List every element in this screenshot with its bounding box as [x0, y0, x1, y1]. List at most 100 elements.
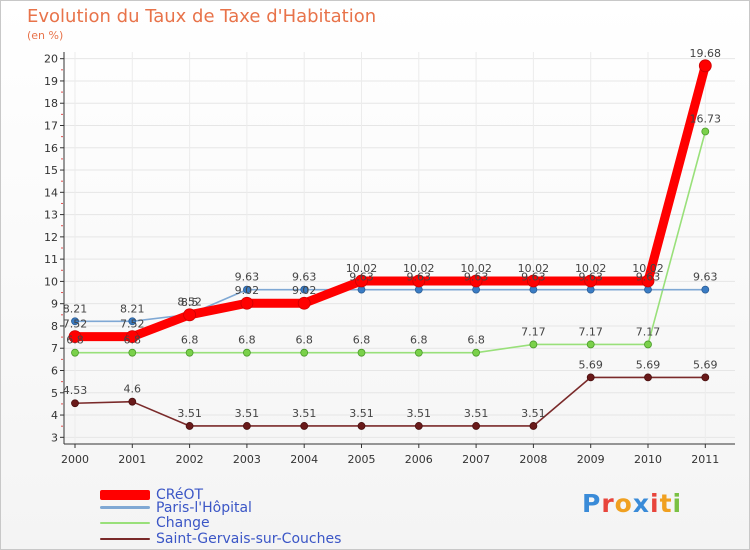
data-label: 3.51: [349, 407, 374, 420]
data-label: 5.69: [578, 358, 603, 371]
data-point: [71, 348, 79, 357]
x-tick-label: 2004: [290, 453, 318, 466]
logo-letter: i: [650, 489, 660, 518]
x-tick-label: 2001: [118, 453, 146, 466]
data-label: 8.21: [120, 302, 145, 315]
data-label: 6.8: [66, 334, 84, 347]
data-point: [586, 340, 595, 349]
data-label: 3.51: [177, 407, 202, 420]
y-tick-label: 8: [51, 320, 58, 333]
data-label: 9.02: [292, 284, 317, 297]
data-point: [357, 348, 366, 357]
data-point: [414, 422, 423, 430]
x-tick-label: 2003: [233, 453, 261, 466]
data-label: 9.63: [349, 271, 374, 284]
legend-item-saint-gervais-sur-couches: Saint-Gervais-sur-Couches: [100, 531, 341, 547]
y-tick-label: 17: [44, 120, 58, 133]
y-tick-label: 10: [44, 275, 58, 288]
y-tick-label: 3: [51, 431, 58, 444]
data-point: [125, 330, 139, 344]
data-point: [701, 127, 710, 136]
data-point: [469, 274, 483, 288]
data-label: 7.52: [120, 318, 145, 331]
data-label: 8.21: [63, 302, 88, 315]
data-point: [584, 274, 598, 288]
logo-letter: x: [632, 489, 650, 518]
x-tick-label: 2011: [691, 453, 719, 466]
x-tick-label: 2010: [634, 453, 662, 466]
y-tick-label: 6: [51, 365, 58, 378]
x-tick-label: 2000: [61, 453, 89, 466]
data-label: 10.02: [346, 262, 378, 275]
data-label: 7.17: [636, 325, 661, 338]
logo-letter: i: [672, 489, 683, 518]
data-label: 4.53: [63, 384, 88, 397]
data-label: 8.52: [177, 295, 202, 308]
data-label: 16.73: [690, 113, 722, 126]
x-tick-label: 2005: [348, 453, 376, 466]
data-label: 6.8: [238, 334, 256, 347]
y-tick-label: 12: [44, 231, 58, 244]
data-point: [529, 422, 538, 430]
legend-label: Change: [156, 514, 210, 531]
data-label: 4.6: [124, 383, 142, 396]
y-tick-label: 4: [51, 409, 58, 422]
data-point: [641, 274, 655, 288]
data-label: 3.51: [521, 407, 546, 420]
data-point: [412, 274, 426, 288]
data-point: [242, 348, 251, 357]
data-point: [644, 340, 652, 349]
data-label: 9.63: [235, 271, 260, 284]
data-point: [701, 285, 710, 294]
x-tick-label: 2007: [462, 453, 490, 466]
data-point: [185, 348, 194, 357]
data-label: 10.02: [460, 262, 492, 275]
data-point: [300, 348, 309, 357]
proxiti-logo: Proxiti: [582, 489, 682, 518]
data-label: 10.02: [632, 262, 664, 275]
y-tick-label: 16: [44, 142, 58, 155]
data-point: [472, 348, 481, 357]
data-point: [242, 285, 251, 294]
data-point: [185, 422, 194, 430]
data-label: 10.02: [518, 262, 550, 275]
logo-letter: r: [601, 489, 615, 518]
logo-letter: o: [614, 489, 633, 518]
data-point: [701, 373, 710, 382]
data-label: 6.8: [353, 334, 371, 347]
data-label: 10.02: [403, 262, 435, 275]
data-point: [71, 399, 79, 408]
data-label: 9.63: [693, 271, 718, 284]
data-point: [300, 422, 309, 430]
logo-letter: t: [659, 489, 673, 518]
data-label: 10.02: [575, 262, 607, 275]
data-label: 5.69: [636, 358, 661, 371]
y-tick-label: 5: [51, 387, 58, 400]
data-point: [183, 308, 197, 322]
data-point: [128, 397, 137, 406]
data-point: [698, 59, 712, 73]
series-line: [74, 376, 707, 427]
data-label: 9.63: [407, 271, 432, 284]
legend-swatch: [100, 521, 150, 524]
y-tick-label: 20: [44, 53, 58, 66]
data-point: [128, 317, 137, 326]
data-point: [355, 274, 368, 288]
y-tick-label: 18: [44, 97, 58, 110]
data-point: [472, 422, 481, 430]
y-tick-label: 19: [44, 75, 58, 88]
data-label: 7.17: [578, 325, 603, 338]
y-tick-label: 15: [44, 164, 58, 177]
data-label: 7.17: [521, 325, 546, 338]
data-point: [357, 422, 366, 430]
data-point: [297, 296, 311, 310]
y-tick-label: 9: [51, 298, 58, 311]
legend-label: Paris-l'Hôpital: [156, 499, 252, 516]
legend-item-change: Change: [100, 514, 210, 531]
data-label: 6.8: [181, 334, 199, 347]
data-point: [414, 348, 423, 357]
series-line: [74, 130, 707, 354]
data-point: [68, 330, 82, 344]
